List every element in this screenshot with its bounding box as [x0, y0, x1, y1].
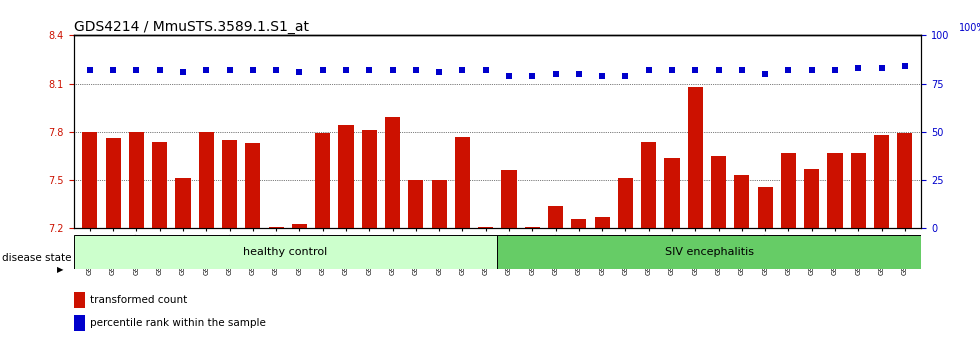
Bar [805, 169, 819, 228]
Point [851, 65, 866, 71]
Bar [74, 235, 497, 269]
Bar [106, 138, 121, 228]
Bar [874, 135, 889, 228]
Point [804, 67, 819, 73]
Point [362, 67, 377, 73]
Bar [362, 130, 377, 228]
Bar [781, 153, 796, 228]
Bar [641, 142, 657, 228]
Point [594, 73, 610, 79]
Bar [758, 187, 773, 228]
Bar [497, 235, 921, 269]
Bar [595, 217, 610, 228]
Point [269, 67, 284, 73]
Point [641, 67, 657, 73]
Bar [385, 118, 400, 228]
Point [292, 69, 308, 75]
Point [198, 67, 214, 73]
Point [664, 67, 680, 73]
Bar [688, 87, 703, 228]
Bar [431, 180, 447, 228]
Bar [245, 143, 261, 228]
Bar [617, 178, 633, 228]
Point [897, 63, 912, 69]
Bar [548, 206, 564, 228]
Bar [827, 153, 843, 228]
Text: GDS4214 / MmuSTS.3589.1.S1_at: GDS4214 / MmuSTS.3589.1.S1_at [74, 21, 309, 34]
Bar [152, 142, 168, 228]
Bar [409, 180, 423, 228]
Bar [734, 175, 750, 228]
Text: SIV encephalitis: SIV encephalitis [664, 247, 754, 257]
Point [175, 69, 191, 75]
Point [431, 69, 447, 75]
Bar [292, 223, 307, 228]
Bar [338, 125, 354, 228]
Text: healthy control: healthy control [243, 247, 327, 257]
Point [128, 67, 144, 73]
Bar [898, 133, 912, 228]
Bar [851, 153, 866, 228]
Point [827, 67, 843, 73]
Point [501, 73, 516, 79]
Point [781, 67, 797, 73]
Point [548, 71, 564, 77]
Bar [571, 219, 586, 228]
Bar [199, 132, 214, 228]
Point [524, 73, 540, 79]
Bar [269, 227, 283, 228]
Point [82, 67, 98, 73]
Point [734, 67, 750, 73]
Point [152, 67, 168, 73]
Bar [711, 156, 726, 228]
Point [687, 67, 703, 73]
Point [478, 67, 494, 73]
Bar [175, 178, 190, 228]
Point [455, 67, 470, 73]
Point [338, 67, 354, 73]
Bar [316, 133, 330, 228]
Bar [455, 137, 470, 228]
Point [874, 65, 890, 71]
Point [315, 67, 330, 73]
Text: 100%: 100% [959, 23, 980, 34]
Point [571, 71, 587, 77]
Point [245, 67, 261, 73]
Point [385, 67, 401, 73]
Point [408, 67, 423, 73]
Text: ▶: ▶ [57, 265, 64, 274]
Text: percentile rank within the sample: percentile rank within the sample [90, 318, 266, 328]
Bar [478, 227, 493, 228]
Bar [82, 132, 97, 228]
Text: transformed count: transformed count [90, 295, 187, 305]
Point [105, 67, 121, 73]
Bar [502, 171, 516, 228]
Point [710, 67, 726, 73]
Point [617, 73, 633, 79]
Point [758, 71, 773, 77]
Point [221, 67, 237, 73]
Bar [664, 158, 679, 228]
Text: disease state: disease state [2, 253, 72, 263]
Bar [221, 140, 237, 228]
Bar [128, 132, 144, 228]
Bar [524, 227, 540, 228]
